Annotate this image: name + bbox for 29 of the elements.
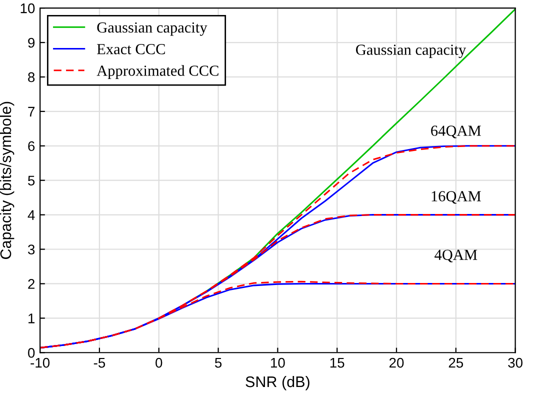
y-tick-label: 0 bbox=[28, 348, 35, 358]
y-tick-label: 4 bbox=[28, 210, 35, 220]
legend-label: Approximated CCC bbox=[96, 65, 218, 79]
y-tick-label: 10 bbox=[20, 3, 35, 14]
y-tick-label: 8 bbox=[28, 72, 35, 82]
y-tick-label: 2 bbox=[28, 279, 34, 289]
x-tick-label: 0 bbox=[156, 358, 162, 368]
x-tick-label: -10 bbox=[30, 358, 50, 368]
legend-label: Gaussian capacity bbox=[97, 22, 208, 36]
y-axis-title: Capacity (bits/symbole) bbox=[0, 102, 14, 259]
x-tick-label: 10 bbox=[271, 358, 285, 368]
x-tick-label: 25 bbox=[448, 358, 464, 368]
annotation: 16QAM bbox=[432, 191, 481, 204]
x-tick-label: 20 bbox=[389, 358, 404, 368]
x-axis-title: SNR (dB) bbox=[246, 376, 310, 390]
y-tick-label: 9 bbox=[28, 38, 35, 48]
x-tick-label: 5 bbox=[214, 358, 222, 368]
x-tick-label: 30 bbox=[508, 358, 522, 368]
annotation: Gaussian capacity bbox=[356, 44, 466, 58]
annotation: 4QAM bbox=[434, 250, 478, 262]
x-tick-label: -5 bbox=[94, 358, 106, 368]
y-tick-label: 5 bbox=[28, 176, 35, 186]
annotation: 64QAM bbox=[431, 126, 481, 138]
y-tick-label: 7 bbox=[28, 106, 34, 116]
legend-label: Exact CCC bbox=[97, 44, 165, 54]
y-tick-label: 3 bbox=[28, 244, 35, 254]
x-tick-label: 15 bbox=[330, 358, 344, 368]
y-tick-label: 6 bbox=[28, 141, 35, 152]
y-tick-label: 1 bbox=[28, 314, 35, 324]
